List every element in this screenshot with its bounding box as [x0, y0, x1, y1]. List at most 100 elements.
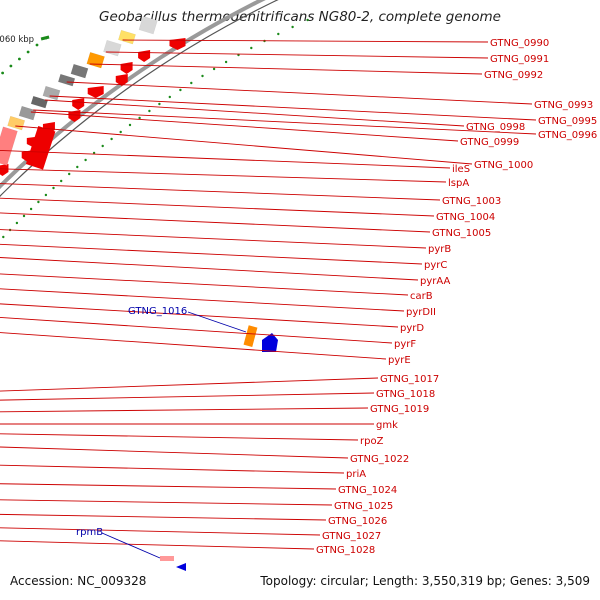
cds-feature — [120, 62, 133, 74]
gc-dot — [35, 43, 39, 47]
cds-feature — [68, 110, 81, 122]
gc-dot — [76, 165, 79, 169]
gene-label: GTNG_1004 — [436, 212, 495, 223]
gene-label: rpoZ — [360, 436, 384, 447]
gene-leader-line — [0, 527, 321, 536]
gene-label: GTNG_0992 — [484, 70, 543, 81]
accession-text: Accession: NC_009328 — [10, 574, 147, 588]
cds-feature — [0, 164, 9, 176]
cds-feature-large — [25, 126, 56, 170]
left-features — [160, 325, 278, 571]
gc-dot — [138, 116, 141, 120]
gene-leader-line — [0, 316, 393, 344]
gc-dot — [110, 137, 113, 141]
gc-dot — [148, 109, 151, 113]
gene-label: GTNG_1027 — [322, 531, 381, 542]
gene-label: GTNG_1025 — [334, 501, 393, 512]
gc-dot — [1, 71, 5, 75]
gc-dot — [224, 60, 228, 64]
gene-label: GTNG_0996 — [538, 130, 597, 141]
backbone-ring-inner — [0, 0, 279, 197]
gc-dot — [101, 144, 104, 148]
gene-label: GTNG_1024 — [338, 485, 397, 496]
gene-leader-line — [0, 332, 387, 360]
category-block — [138, 15, 158, 35]
category-block — [70, 63, 89, 79]
gene-leader-line — [49, 95, 537, 121]
gene-label: GTNG_0998 — [466, 122, 525, 133]
gene-label: GTNG_0993 — [534, 100, 593, 111]
gc-dot — [212, 67, 216, 71]
gene-label: pyrF — [394, 339, 416, 350]
gene-label: rpmB — [76, 527, 103, 538]
gc-dot — [277, 32, 280, 36]
gene-label: pyrE — [388, 355, 411, 366]
gene-label: ileS — [452, 164, 470, 175]
gene-leader-line — [89, 63, 483, 75]
gene-leader-line — [0, 303, 399, 328]
gene-leader-line — [0, 377, 379, 392]
gene-leader-line — [0, 257, 419, 281]
gene-leader-line — [15, 125, 473, 165]
gc-dot — [179, 88, 182, 92]
gene-label: GTNG_1022 — [350, 454, 409, 465]
gene-label: pyrC — [424, 260, 447, 271]
gene-leader-line — [0, 483, 337, 490]
category-block — [7, 115, 26, 131]
cds-track — [0, 38, 186, 176]
gene-leader-line — [0, 197, 435, 217]
gc-dot — [18, 57, 21, 61]
gene-label: GTNG_1019 — [370, 404, 429, 415]
gc-dot — [44, 193, 48, 197]
gc-dot — [84, 158, 87, 162]
gene-leader-line — [122, 39, 489, 43]
gene-leader-line — [30, 111, 459, 142]
gene-labels-right: GTNG_0990 GTNG_0991 GTNG_0992 GTNG_0993 GTNG… — [0, 38, 597, 556]
gene-label: GTNG_1028 — [316, 545, 375, 556]
gene-leader-line — [0, 392, 375, 401]
gene-label: priA — [346, 469, 366, 480]
gc-dot — [201, 74, 204, 78]
gc-dot — [29, 207, 33, 211]
gene-label: GTNG_1003 — [442, 196, 501, 207]
category-block — [57, 73, 76, 87]
gene-label: GTNG_0991 — [490, 54, 549, 65]
gc-dot — [2, 235, 5, 239]
gene-label: GTNG_0990 — [490, 38, 549, 49]
gene-leader-line — [0, 407, 369, 413]
gene-leader-line — [101, 532, 161, 559]
gc-dot — [119, 130, 122, 134]
feature-rpmB — [160, 556, 174, 561]
gene-leader-line — [187, 311, 247, 333]
gene-leader-line — [0, 464, 345, 474]
gc-dot — [128, 123, 132, 127]
gene-leader-line — [0, 229, 427, 249]
gene-leader-line — [0, 149, 451, 169]
backbone-ring-outer — [0, 0, 266, 190]
gene-leader-line — [0, 513, 327, 521]
gene-label: pyrAA — [420, 276, 450, 287]
gc-dot — [9, 64, 13, 68]
gc-dot — [26, 50, 30, 54]
gc-dot — [168, 95, 171, 99]
gc-dot — [92, 151, 96, 155]
gc-dot — [52, 186, 55, 190]
gene-label: carB — [410, 291, 433, 302]
feature-GTNG_1016-blue — [262, 333, 278, 352]
gene-label: GTNG_1000 — [474, 160, 533, 171]
gene-leader-line — [105, 51, 489, 59]
gene-label: GTNG_1017 — [380, 374, 439, 385]
gene-leader-line — [0, 446, 349, 459]
gene-leader-line — [0, 168, 447, 183]
gene-label: pyrD — [400, 323, 424, 334]
gc-dot — [37, 200, 40, 204]
gene-leader-line — [66, 81, 533, 105]
gene-leader-line — [0, 288, 405, 312]
gene-leader-line — [0, 499, 333, 506]
genome-summary-text: Topology: circular; Length: 3,550,319 bp… — [260, 574, 590, 588]
gene-label: GTNG_0999 — [460, 137, 519, 148]
gc-dot — [15, 221, 19, 225]
gc-dot — [306, 18, 309, 22]
cds-feature — [169, 38, 186, 50]
